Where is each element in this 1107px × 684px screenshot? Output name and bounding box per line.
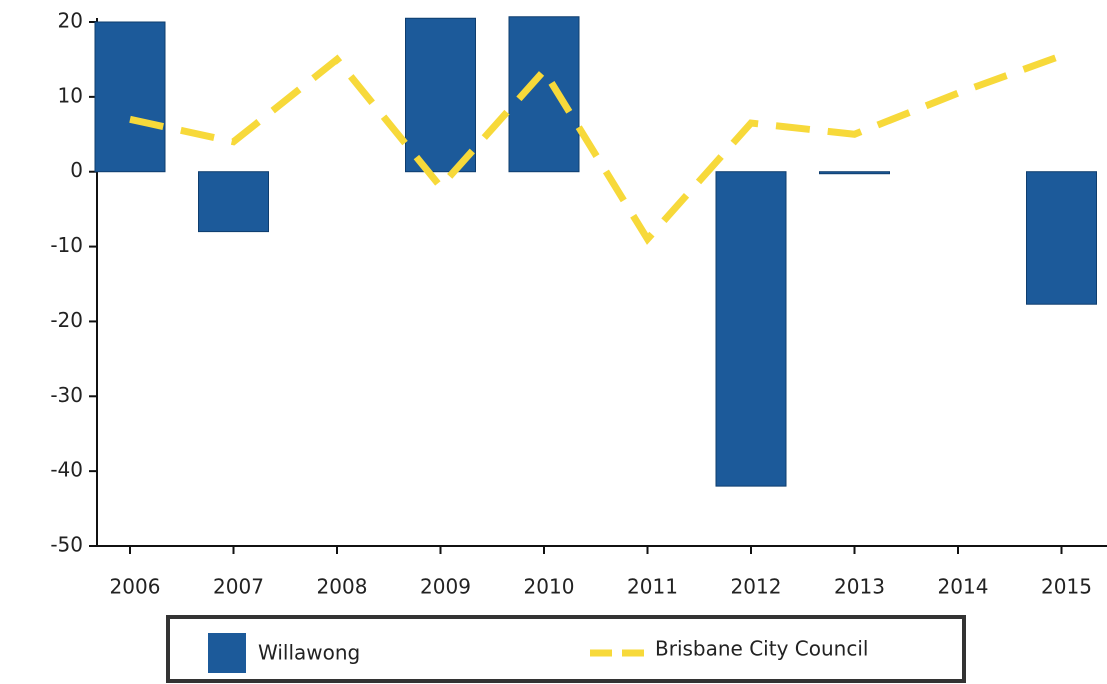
bar — [405, 17, 476, 173]
bar — [198, 171, 269, 233]
y-tick-label: -20 — [50, 308, 83, 332]
line — [129, 52, 1063, 245]
x-tick-label: 2007 — [213, 575, 264, 599]
bar — [715, 171, 787, 487]
y-tick-label: 20 — [58, 9, 83, 33]
x-tick-label: 2012 — [731, 575, 782, 599]
y-tick-label: 10 — [58, 83, 83, 107]
x-tick-label: 2011 — [627, 575, 678, 599]
y-tick-label: -10 — [50, 233, 83, 257]
x-tick-label: 2014 — [938, 575, 989, 599]
x-tick-label: 2010 — [524, 575, 575, 599]
legend-label: Willawong — [258, 641, 360, 665]
bar — [819, 171, 890, 175]
x-tick-label: 2006 — [110, 575, 161, 599]
bar — [94, 21, 166, 173]
x-tick-label: 2008 — [317, 575, 368, 599]
y-tick-label: 0 — [70, 158, 83, 182]
legend-box — [166, 615, 966, 683]
y-tick-label: -40 — [50, 458, 83, 482]
y-tick-label: -30 — [50, 383, 83, 407]
x-tick-label: 2013 — [834, 575, 885, 599]
y-tick-label: -50 — [50, 533, 83, 557]
bar — [1026, 171, 1097, 305]
legend-label: Brisbane City Council — [655, 637, 868, 661]
x-tick-label: 2009 — [420, 575, 471, 599]
legend-swatch — [208, 633, 246, 673]
x-tick-label: 2015 — [1041, 575, 1092, 599]
